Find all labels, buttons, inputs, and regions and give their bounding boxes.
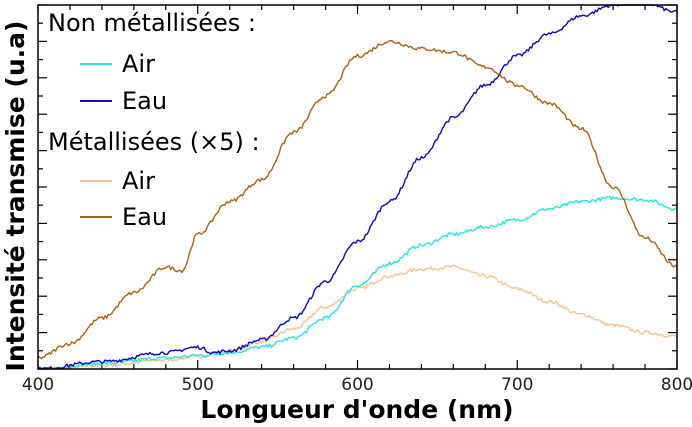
legend-label-non-metallisees-air: Air	[122, 50, 155, 78]
x-tick-label-500: 500	[182, 375, 214, 395]
legend-label-non-metallisees-eau: Eau	[122, 87, 167, 115]
y-axis-title: Intensité transmise (u.a)	[1, 21, 30, 372]
x-tick-label-700: 700	[501, 375, 533, 395]
x-tick-label-400: 400	[22, 375, 54, 395]
plot-frame	[37, 4, 678, 370]
series-eau-metallisees	[37, 39, 678, 360]
series-air-metallisees	[37, 264, 678, 370]
series-layer	[37, 4, 678, 370]
series-eau-non-metallisees	[37, 4, 678, 370]
legend-label-metallisees-eau: Eau	[122, 203, 167, 231]
x-tick-label-800: 800	[661, 375, 692, 395]
legend-group-title-metallisees: Métallisées (×5) :	[48, 128, 260, 156]
legend-label-metallisees-air: Air	[122, 167, 155, 195]
x-tick-label-600: 600	[341, 375, 373, 395]
legend: Non métallisées : Air Eau Métallisées (×…	[48, 9, 260, 231]
x-axis-title: Longueur d'onde (nm)	[200, 395, 513, 424]
series-air-non-metallisees	[37, 195, 677, 370]
y-axis-ticks	[38, 4, 677, 370]
x-tick-labels: 400 500 600 700 800	[22, 375, 692, 395]
legend-group-title-non-metallisees: Non métallisées :	[48, 9, 256, 37]
